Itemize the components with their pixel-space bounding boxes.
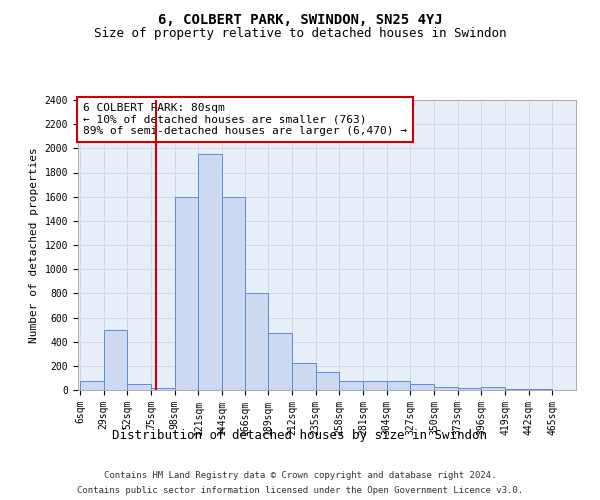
Bar <box>458 388 481 390</box>
Bar <box>175 196 199 390</box>
Bar <box>340 381 363 390</box>
Bar <box>434 387 458 390</box>
Text: 6 COLBERT PARK: 80sqm
← 10% of detached houses are smaller (763)
89% of semi-det: 6 COLBERT PARK: 80sqm ← 10% of detached … <box>83 103 407 136</box>
Bar <box>127 384 151 390</box>
Bar <box>199 154 222 390</box>
Bar <box>316 372 340 390</box>
Bar <box>481 387 505 390</box>
Text: 6, COLBERT PARK, SWINDON, SN25 4YJ: 6, COLBERT PARK, SWINDON, SN25 4YJ <box>158 12 442 26</box>
Bar <box>80 381 104 390</box>
Bar <box>151 388 175 390</box>
Bar <box>245 294 268 390</box>
Text: Size of property relative to detached houses in Swindon: Size of property relative to detached ho… <box>94 28 506 40</box>
Bar <box>292 363 316 390</box>
Bar <box>268 332 292 390</box>
Bar <box>386 381 410 390</box>
Bar <box>410 384 434 390</box>
Bar <box>222 196 245 390</box>
Text: Contains public sector information licensed under the Open Government Licence v3: Contains public sector information licen… <box>77 486 523 495</box>
Y-axis label: Number of detached properties: Number of detached properties <box>29 147 39 343</box>
Text: Contains HM Land Registry data © Crown copyright and database right 2024.: Contains HM Land Registry data © Crown c… <box>104 471 496 480</box>
Text: Distribution of detached houses by size in Swindon: Distribution of detached houses by size … <box>113 428 487 442</box>
Bar <box>104 330 127 390</box>
Bar <box>363 381 386 390</box>
